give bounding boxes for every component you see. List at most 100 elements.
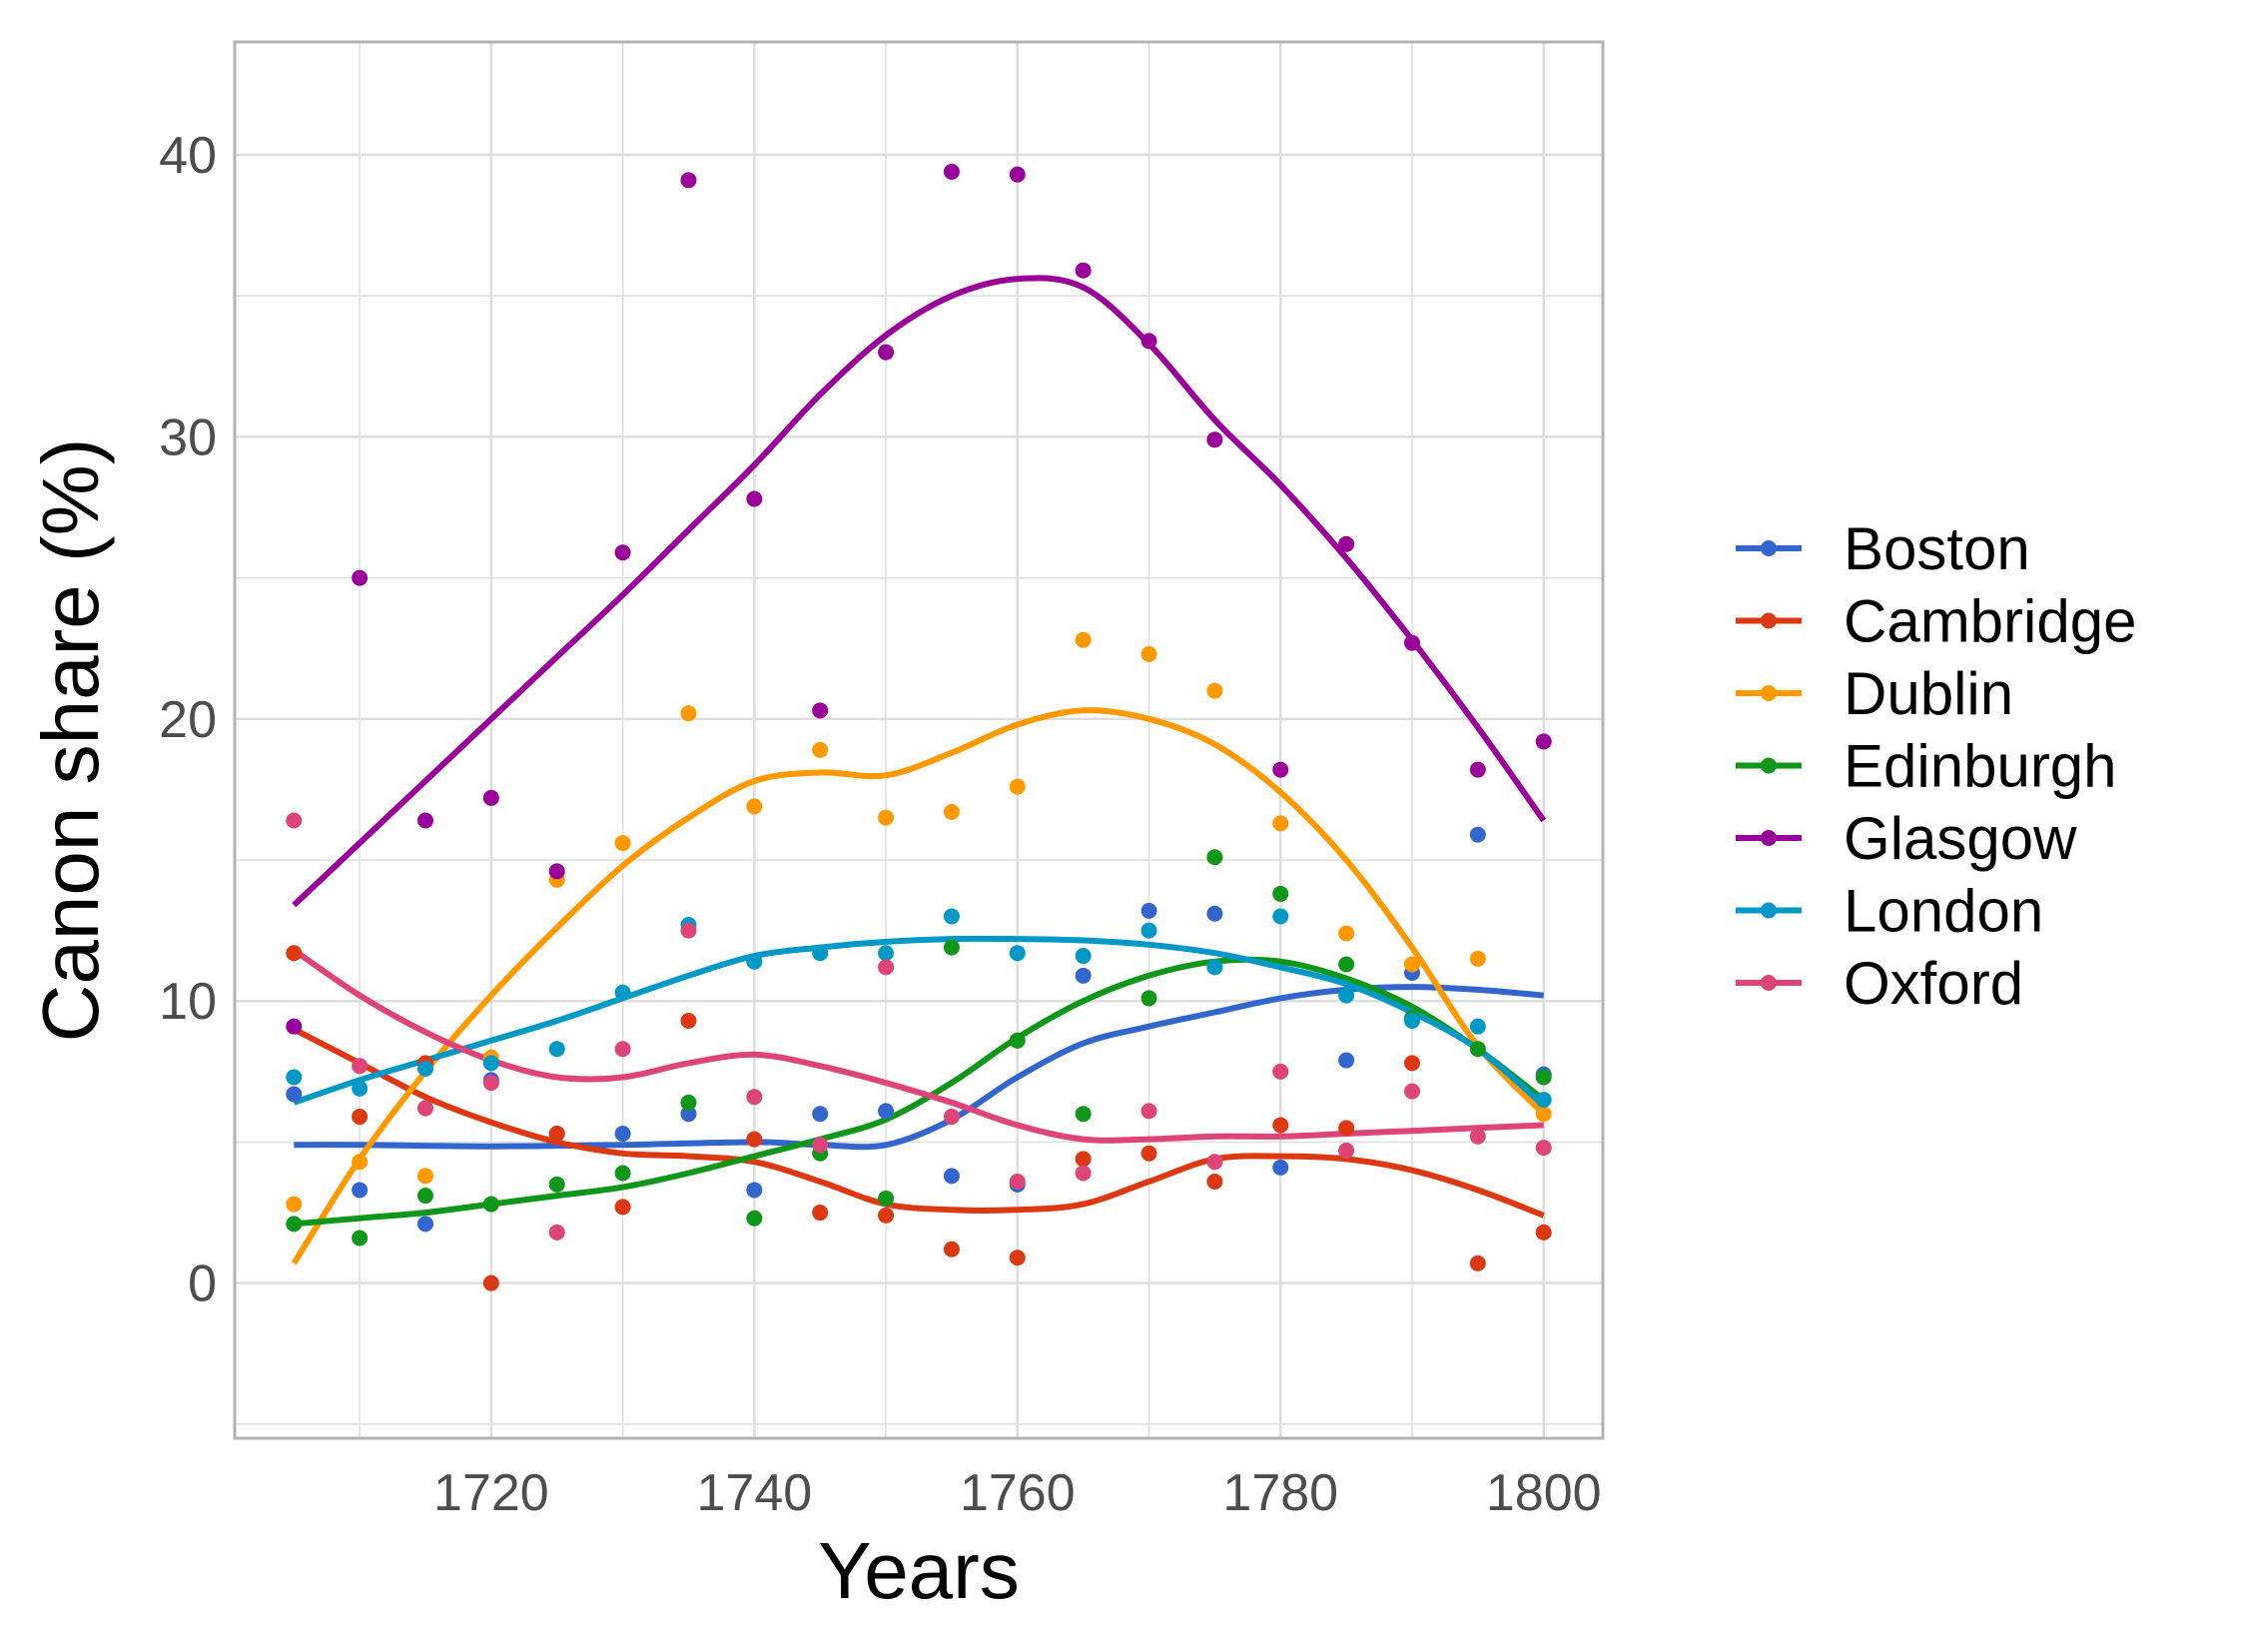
point-london — [1469, 1018, 1486, 1035]
point-oxford — [1469, 1128, 1486, 1145]
point-london — [286, 1069, 303, 1086]
x-tick-label: 1760 — [960, 1464, 1076, 1522]
point-cambridge — [548, 1125, 565, 1142]
point-oxford — [1272, 1063, 1289, 1080]
point-cambridge — [1140, 1145, 1157, 1162]
point-boston — [1338, 1052, 1355, 1069]
point-cambridge — [746, 1131, 763, 1148]
y-tick-label: 20 — [159, 691, 217, 749]
point-glasgow — [417, 812, 434, 829]
point-glasgow — [1535, 733, 1552, 750]
point-edinburgh — [943, 939, 960, 956]
point-london — [1206, 959, 1223, 976]
point-dublin — [812, 741, 829, 758]
x-tick-label: 1800 — [1486, 1464, 1602, 1522]
x-tick-label: 1780 — [1222, 1464, 1338, 1522]
point-edinburgh — [548, 1176, 565, 1193]
point-oxford — [352, 1058, 369, 1075]
point-oxford — [1009, 1173, 1026, 1190]
trend-line-glasgow — [292, 275, 1547, 908]
point-london — [943, 908, 960, 925]
legend-key-point-boston — [1761, 540, 1777, 556]
point-oxford — [1206, 1154, 1223, 1171]
y-tick-label: 40 — [159, 127, 217, 185]
point-cambridge — [943, 1240, 960, 1257]
legend-label-london: London — [1844, 878, 2043, 945]
point-dublin — [680, 705, 697, 722]
legend-key-point-london — [1761, 902, 1777, 919]
point-glasgow — [1140, 333, 1157, 350]
point-glasgow — [943, 163, 960, 180]
point-boston — [680, 1106, 697, 1123]
point-london — [878, 945, 895, 962]
point-edinburgh — [1338, 956, 1355, 973]
point-dublin — [746, 798, 763, 815]
point-london — [1140, 922, 1157, 939]
point-dublin — [1206, 682, 1223, 699]
point-glasgow — [482, 789, 499, 806]
y-tick-label: 10 — [159, 973, 217, 1031]
point-oxford — [878, 959, 895, 976]
point-boston — [1272, 1159, 1289, 1176]
point-cambridge — [680, 1013, 697, 1030]
point-glasgow — [548, 863, 565, 880]
point-edinburgh — [1272, 885, 1289, 902]
point-oxford — [680, 922, 697, 939]
point-cambridge — [1338, 1120, 1355, 1137]
point-dublin — [1272, 815, 1289, 832]
point-oxford — [1535, 1140, 1552, 1157]
point-london — [1009, 945, 1026, 962]
plot-border — [233, 40, 1605, 1440]
point-london — [482, 1055, 499, 1072]
legend-label-boston: Boston — [1844, 515, 2030, 582]
point-dublin — [286, 1196, 303, 1213]
point-edinburgh — [1206, 849, 1223, 866]
point-glasgow — [1206, 431, 1223, 448]
point-oxford — [482, 1075, 499, 1092]
point-boston — [1469, 826, 1486, 843]
point-glasgow — [1009, 166, 1026, 183]
point-london — [1272, 908, 1289, 925]
point-cambridge — [614, 1199, 631, 1216]
legend-key-point-dublin — [1761, 685, 1777, 701]
legend-key-point-edinburgh — [1761, 757, 1777, 774]
point-london — [1075, 948, 1092, 965]
legend: BostonCambridgeDublinEdinburghGlasgowLon… — [1736, 515, 2136, 1017]
legend-key-point-glasgow — [1761, 830, 1777, 846]
point-glasgow — [1338, 535, 1355, 552]
point-boston — [286, 1086, 303, 1103]
point-cambridge — [286, 945, 303, 962]
legend-key-point-oxford — [1761, 975, 1777, 991]
point-edinburgh — [614, 1165, 631, 1182]
point-boston — [614, 1125, 631, 1142]
point-cambridge — [1272, 1117, 1289, 1134]
point-dublin — [1535, 1106, 1552, 1123]
x-tick-label: 1740 — [696, 1464, 812, 1522]
point-edinburgh — [1009, 1032, 1026, 1049]
point-oxford — [1075, 1165, 1092, 1182]
point-cambridge — [482, 1274, 499, 1291]
point-oxford — [1140, 1103, 1157, 1120]
point-edinburgh — [1140, 990, 1157, 1007]
point-glasgow — [746, 490, 763, 507]
point-edinburgh — [482, 1196, 499, 1213]
point-edinburgh — [286, 1216, 303, 1233]
point-dublin — [1140, 645, 1157, 662]
point-edinburgh — [746, 1210, 763, 1227]
point-glasgow — [286, 1018, 303, 1035]
point-edinburgh — [417, 1188, 434, 1205]
point-boston — [1206, 905, 1223, 922]
point-cambridge — [812, 1205, 829, 1222]
point-edinburgh — [1535, 1069, 1552, 1086]
point-oxford — [614, 1041, 631, 1058]
point-london — [1535, 1092, 1552, 1109]
point-london — [1403, 1013, 1420, 1030]
point-cambridge — [1403, 1055, 1420, 1072]
trend-line-cambridge — [292, 1026, 1545, 1219]
point-london — [812, 945, 829, 962]
data-points — [286, 163, 1552, 1291]
point-boston — [746, 1182, 763, 1199]
point-london — [614, 984, 631, 1001]
point-oxford — [286, 812, 303, 829]
